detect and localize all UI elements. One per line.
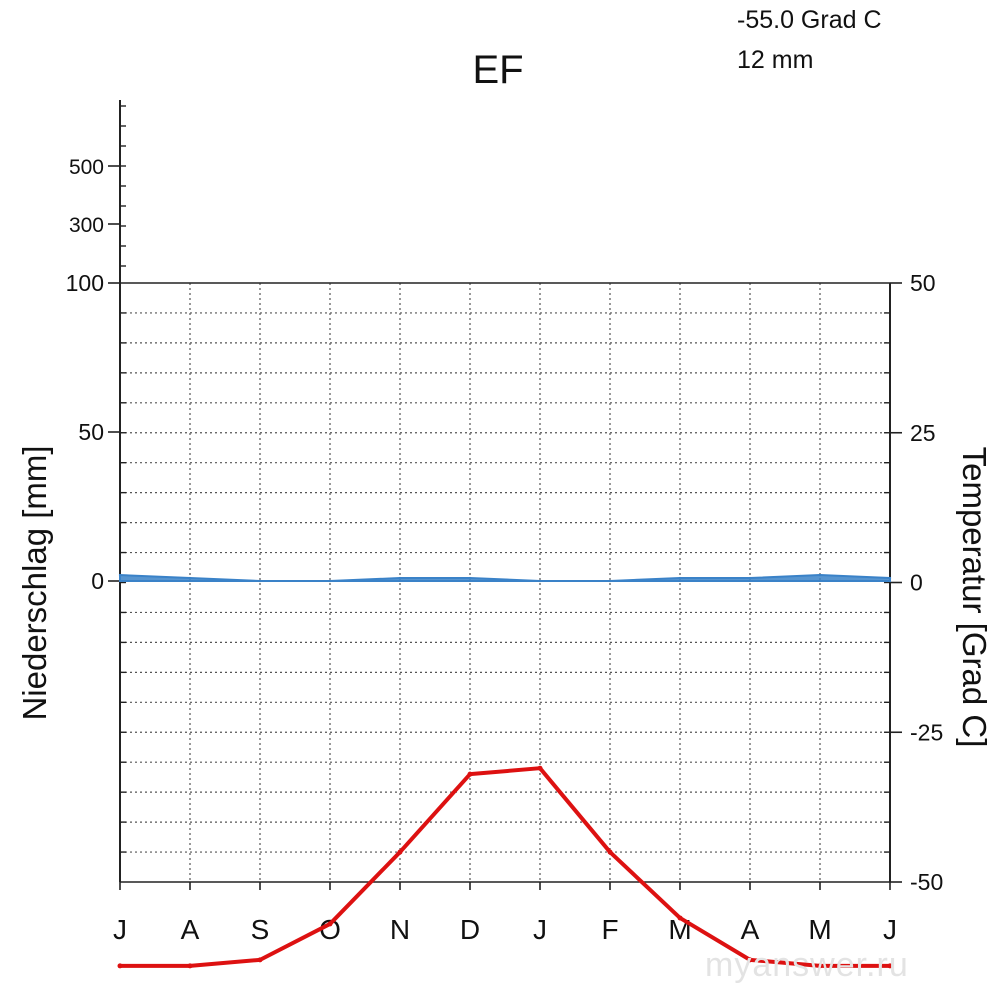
precip-tick-label: 100 (66, 270, 104, 296)
month-label: A (181, 914, 200, 945)
month-label: F (601, 914, 618, 945)
precip-point (818, 573, 822, 577)
month-label: J (533, 914, 547, 945)
precip-axis-title: Niederschlag [mm] (16, 445, 53, 720)
temperature-point (817, 963, 823, 969)
temp-tick-label: 25 (910, 420, 936, 446)
month-label: A (741, 914, 760, 945)
temperature-point (677, 915, 683, 921)
temp-tick-label: 50 (910, 270, 936, 296)
precip-tick-label: 500 (69, 156, 104, 179)
month-label: S (251, 914, 270, 945)
temperature-point (747, 957, 753, 963)
precip-point (188, 576, 192, 580)
watermark: myanswer.ru (705, 946, 909, 984)
month-label: D (460, 914, 480, 945)
precip-point (608, 579, 612, 583)
temperature-point (537, 765, 543, 771)
month-label: M (808, 914, 831, 945)
precip-point (538, 579, 542, 583)
precip-point (888, 576, 892, 580)
precip-point (328, 579, 332, 583)
precip-point (398, 576, 402, 580)
temp-axis-title: Temperatur [Grad C] (956, 447, 993, 748)
temperature-point (607, 849, 613, 855)
month-label: N (390, 914, 410, 945)
temp-tick-label: 0 (910, 570, 923, 596)
precip-point (678, 576, 682, 580)
temperature-point (467, 771, 473, 777)
precip-point (118, 573, 122, 577)
chart-title: EF (472, 48, 524, 92)
temperature-point (187, 963, 193, 969)
annual-temperature: -55.0 Grad C (737, 6, 882, 34)
precip-point (258, 579, 262, 583)
temp-tick-label: -50 (910, 869, 943, 895)
temperature-point (257, 957, 263, 963)
temperature-point (397, 849, 403, 855)
precip-series (119, 573, 891, 582)
precip-tick-label: 0 (91, 568, 104, 594)
month-label: O (319, 914, 341, 945)
temperature-point (887, 963, 893, 969)
precip-tick-label: 300 (69, 214, 104, 237)
month-label: J (883, 914, 897, 945)
annual-precipitation: 12 mm (737, 46, 814, 74)
temp-tick-label: -25 (910, 719, 943, 745)
temperature-point (117, 963, 123, 969)
temperature-point (327, 921, 333, 927)
precip-point (468, 576, 472, 580)
month-label: J (113, 914, 127, 945)
precip-tick-label: 50 (78, 419, 104, 445)
temperature-series (120, 766, 890, 968)
precip-point (748, 576, 752, 580)
